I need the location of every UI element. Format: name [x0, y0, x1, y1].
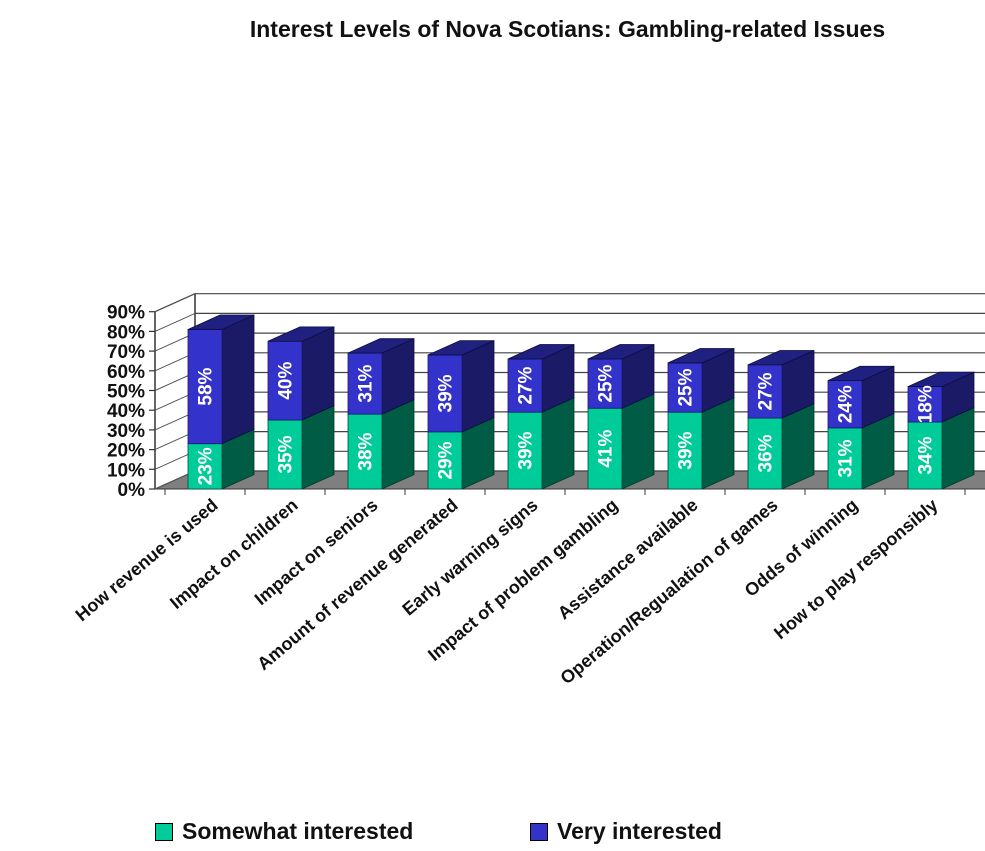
bar-top-very [347, 338, 415, 354]
bar-very [827, 380, 863, 429]
legend-swatch-very [530, 822, 548, 841]
bar-side-somewhat [621, 393, 655, 490]
y-tick-label: 50% [107, 382, 145, 403]
data-label-very: 39% [436, 374, 457, 412]
y-tick-label: 60% [107, 362, 145, 383]
data-label-very: 58% [196, 367, 217, 405]
x-category-label: How to play responsibly [770, 495, 941, 643]
y-tick-label: 30% [107, 421, 145, 442]
bar-side-very [461, 340, 495, 433]
legend-label-very: Very interested [557, 818, 722, 844]
y-tick-label: 10% [107, 460, 145, 481]
bar-top-very [747, 350, 815, 366]
legend-label-somewhat: Somewhat interested [182, 818, 414, 844]
data-label-very: 27% [516, 366, 537, 404]
legend: Somewhat interested Very interested [0, 818, 985, 848]
y-tick-label: 0% [118, 480, 146, 501]
bar-side-somewhat [781, 403, 815, 490]
legend-item-very: Very interested [530, 818, 722, 845]
bar-side-very [221, 314, 255, 445]
legend-swatch-somewhat [155, 822, 173, 841]
bar-somewhat [827, 427, 863, 490]
data-label-somewhat: 38% [356, 432, 377, 470]
data-label-somewhat: 35% [276, 435, 297, 473]
y-tick-label: 70% [107, 342, 145, 363]
data-label-somewhat: 41% [596, 429, 617, 467]
bar-very [427, 354, 463, 433]
data-label-very: 25% [596, 364, 617, 402]
data-label-very: 25% [676, 368, 697, 406]
data-label-somewhat: 34% [916, 436, 937, 474]
bar-side-somewhat [541, 397, 575, 490]
bar-somewhat [507, 411, 543, 490]
x-category-label: Assistance available [554, 495, 702, 624]
bar-side-somewhat [381, 399, 415, 490]
data-label-somewhat: 39% [676, 431, 697, 469]
x-category-label: Early warning signs [398, 495, 541, 620]
data-label-very: 40% [276, 362, 297, 400]
data-label-very: 31% [356, 364, 377, 402]
bar-somewhat [427, 431, 463, 490]
y-tick-label: 90% [107, 303, 145, 324]
bar-very [187, 329, 223, 445]
bar-somewhat [347, 413, 383, 490]
bar-somewhat [187, 443, 223, 490]
data-label-somewhat: 29% [436, 441, 457, 479]
bar-side-somewhat [701, 397, 735, 490]
bar-very [587, 358, 623, 409]
bar-top-very [187, 314, 255, 330]
y-depth-tick [154, 293, 196, 313]
bar-top-very [507, 344, 575, 360]
y-depth-tick [154, 312, 196, 332]
data-label-very: 27% [756, 372, 777, 410]
bar-top-very [427, 340, 495, 356]
bar-somewhat [667, 411, 703, 490]
data-label-somewhat: 39% [516, 431, 537, 469]
bar-top-very [267, 326, 335, 342]
data-label-somewhat: 31% [836, 439, 857, 477]
x-category-label: How revenue is used [72, 495, 222, 625]
bar-top-very [587, 344, 655, 360]
chart-title: Interest Levels of Nova Scotians: Gambli… [249, 16, 886, 42]
bar-top-very [827, 365, 895, 382]
bar-very [667, 362, 703, 413]
data-label-somewhat: 36% [756, 434, 777, 472]
bar-side-very [301, 326, 335, 421]
bar-somewhat [587, 407, 623, 490]
bar-top-very [667, 348, 735, 364]
data-label-very: 18% [916, 385, 937, 423]
data-label-very: 24% [836, 385, 857, 423]
y-tick-label: 40% [107, 401, 145, 422]
y-tick-label: 20% [107, 441, 145, 462]
y-tick-label: 80% [107, 322, 145, 343]
bar-top-very [907, 371, 975, 387]
bar-very [507, 358, 543, 413]
legend-item-somewhat: Somewhat interested [155, 818, 413, 845]
data-label-somewhat: 23% [196, 447, 217, 485]
